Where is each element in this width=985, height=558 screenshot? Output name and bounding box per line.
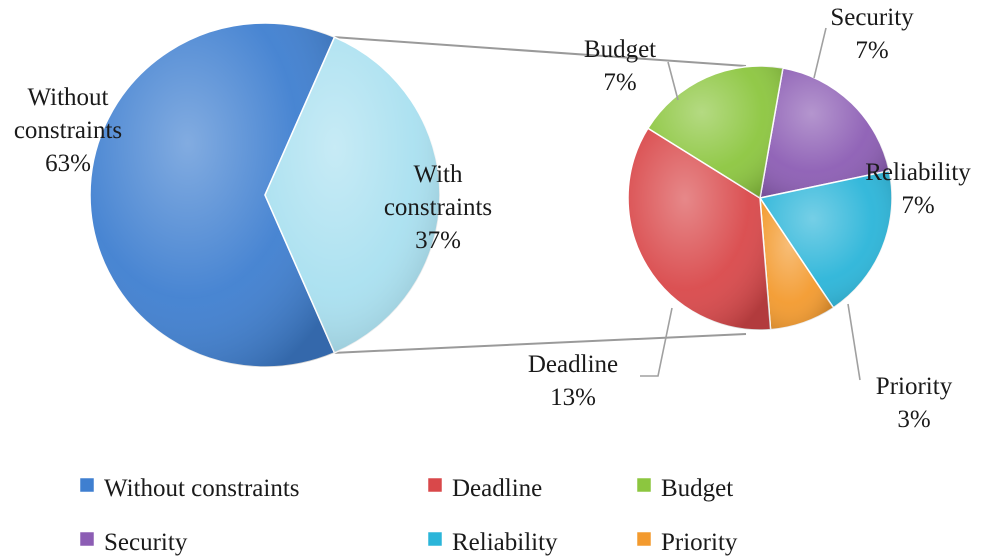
main-slice-shading <box>89 23 335 367</box>
legend-swatch <box>636 477 652 493</box>
secondary-slice-shading <box>760 170 893 308</box>
legend-label: Priority <box>661 529 738 556</box>
legend-label: Deadline <box>452 475 542 502</box>
legend-item-security: Security <box>79 529 188 556</box>
leader-security <box>813 27 827 79</box>
secondary-slice-shading <box>760 68 890 198</box>
secondary-slice-shading <box>628 128 771 331</box>
legend-swatch <box>79 531 95 547</box>
legend-label: Budget <box>661 475 733 502</box>
connector-bottom <box>334 333 747 354</box>
label-without-constraints: Without constraints 63% <box>14 84 122 177</box>
legend-item-without-constraints: Without constraints <box>79 475 300 502</box>
label-security: Security 7% <box>830 4 914 64</box>
legend-swatch <box>427 477 443 493</box>
label-deadline: Deadline 13% <box>528 351 618 411</box>
leader-lines <box>640 27 861 381</box>
label-reliability: Reliability 7% <box>865 159 971 219</box>
main-pie <box>89 22 441 368</box>
legend-item-budget: Budget <box>636 475 733 502</box>
label-priority: Priority 3% <box>876 373 953 433</box>
leader-priority <box>847 303 861 381</box>
data-labels: Without constraints 63% With constraints 37% S… <box>14 4 971 433</box>
label-budget: Budget 7% <box>584 36 656 96</box>
secondary-pie <box>627 65 893 331</box>
legend-label: Reliability <box>452 529 558 556</box>
legend-swatch <box>636 531 652 547</box>
leader-budget <box>667 61 679 101</box>
legend-label: Without constraints <box>104 475 300 502</box>
leader-deadline <box>640 307 673 377</box>
legend-item-reliability: Reliability <box>427 529 558 556</box>
legend-item-priority: Priority <box>636 529 738 556</box>
secondary-slice-shading <box>647 66 783 198</box>
connector-lines <box>334 36 747 354</box>
legend-swatch <box>79 477 95 493</box>
connector-top <box>334 36 747 67</box>
legend-label: Security <box>104 529 188 556</box>
legend-swatch <box>427 531 443 547</box>
secondary-slice-shading <box>760 198 834 330</box>
main-slice-shading <box>265 37 440 353</box>
legend-item-deadline: Deadline <box>427 475 542 502</box>
legend: Without constraints Deadline Budget Securit… <box>79 475 738 556</box>
label-with-constraints: With constraints 37% <box>384 161 492 254</box>
